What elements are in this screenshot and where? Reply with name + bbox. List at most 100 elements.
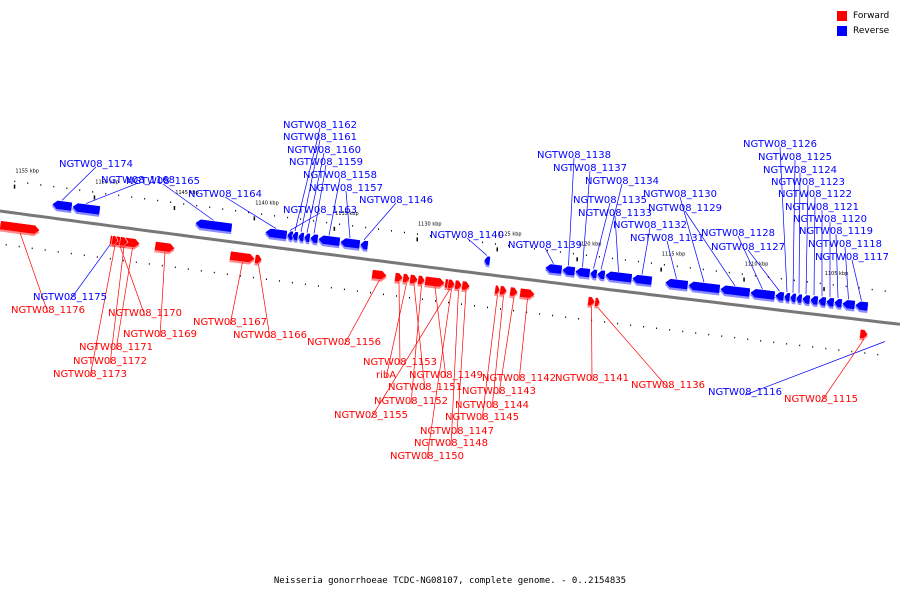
leader-ngtw08-1150 [426, 288, 452, 460]
label-ngtw08-1125: NGTW08_1125 [758, 152, 832, 163]
leader-ngtw08-1122 [813, 196, 816, 296]
tick-dot [40, 184, 42, 186]
tick-dot [877, 353, 879, 356]
tick-dot [474, 305, 475, 307]
gene-ngtw08-1158 [317, 234, 341, 247]
tick-dot [352, 225, 354, 227]
label-ngtw08-1147: NGTW08_1147 [420, 426, 494, 437]
gene-shadow [111, 237, 118, 247]
tick-marks: 1155 kbp 1150 kbp 1145 kbp 1140 kbp 1135 kbp… [5, 169, 886, 356]
gene-ngtw08-1138 [561, 265, 576, 277]
tick-dot [572, 252, 574, 255]
kbp-label: 1115 kbp [662, 252, 686, 258]
label-ngtw08-1158: NGTW08_1158 [303, 170, 377, 181]
tick-dot [356, 290, 358, 292]
label-ngtw08-1167: NGTW08_1167 [193, 317, 267, 328]
label-ngtw08-1136: NGTW08_1136 [631, 380, 705, 391]
legend: Forward Reverse [837, 8, 889, 38]
gene-shadow [817, 298, 827, 309]
gene-shadow [339, 239, 361, 251]
tick-dot [689, 267, 691, 269]
tick-dot [598, 256, 600, 258]
tick-dot [252, 276, 254, 279]
gene-ngtw08-1119 [833, 298, 843, 309]
tick-dot [799, 344, 801, 347]
leader-ngtw08-1142 [518, 298, 528, 382]
tick-dot [18, 245, 20, 248]
kbp-tick [416, 237, 418, 242]
gene-ngtw08-1174 [51, 199, 73, 212]
tick-dot [235, 210, 237, 212]
tick-dot [643, 326, 645, 328]
gene-ngtw08-1148 [454, 279, 463, 290]
tick-dot [70, 252, 72, 255]
leader-ngtw08-1130 [679, 196, 705, 283]
gene-ngtw08-1117 [854, 300, 869, 312]
tick-dot [806, 281, 808, 283]
label-ngtw08-1124: NGTW08_1124 [763, 165, 837, 176]
leader-ngtw08-1159 [313, 164, 327, 234]
gene-shadow [359, 242, 369, 252]
label-ngtw08-1129: NGTW08_1129 [648, 203, 722, 214]
gene-ngtw08-1133 [604, 270, 633, 284]
gene-ngtw08-1141 [587, 296, 596, 307]
kbp-tick [660, 267, 662, 272]
tick-dot [864, 352, 866, 354]
gene-ngtw08-1124 [795, 293, 803, 304]
tick-dot [239, 275, 241, 277]
tick-dot [508, 244, 509, 247]
tick-dot [630, 324, 632, 326]
gene-shadow [589, 271, 598, 281]
leader-ngtw08-1151 [413, 284, 426, 391]
tick-dot [248, 211, 250, 214]
tick-dot [66, 187, 68, 190]
tick-dot [786, 343, 788, 345]
tick-dot [832, 284, 834, 286]
tick-dot [884, 290, 886, 292]
label-ngtw08-1144: NGTW08_1144 [455, 400, 529, 411]
gene-ngtw08-1147 [461, 280, 471, 291]
gene-ngtw08-1144 [499, 285, 508, 296]
label-ngtw08-1134: NGTW08_1134 [585, 176, 659, 187]
gene-shadow [749, 290, 776, 303]
gene-ngtw08-1159 [309, 233, 319, 244]
kbp-label: 1125 kbp [498, 232, 522, 238]
tick-dot [79, 189, 81, 191]
gene-ngtw08-1129 [719, 284, 751, 298]
kbp-label: 1120 kbp [578, 241, 602, 247]
gene-shadow [825, 299, 835, 310]
tick-dot [500, 308, 501, 310]
label-ngtw08-1164: NGTW08_1164 [188, 189, 262, 200]
tick-dot [261, 213, 263, 215]
gene-shadow [254, 256, 262, 266]
gene-ngtw08-1153 [394, 272, 404, 283]
tick-dot [513, 309, 514, 312]
label-ngtw08-1148: NGTW08_1148 [414, 438, 488, 449]
label-ngtw08-1131: NGTW08_1131 [630, 233, 704, 244]
gene-shadow [194, 221, 233, 235]
gene-arrows [0, 199, 869, 341]
tick-dot [326, 221, 328, 224]
gene-shadow [303, 235, 311, 245]
tick-dot [585, 254, 587, 256]
leader-ngtw08-1128 [737, 235, 763, 290]
tick-dot [559, 251, 561, 253]
gene-ngtw08-1146 [359, 240, 369, 251]
gene-ngtw08-1131 [664, 278, 689, 290]
gene-shadow [574, 269, 591, 280]
tick-dot [669, 329, 671, 331]
leader-ngtw08-1117 [851, 259, 862, 301]
reverse-swatch [837, 25, 847, 36]
label-ngtw08-1128: NGTW08_1128 [701, 228, 775, 239]
gene-shadow [719, 287, 751, 300]
tick-dot [157, 199, 159, 202]
gene-ngtw08-1120 [825, 297, 835, 308]
gene-ngtw08-1152 [417, 274, 426, 285]
tick-dot [422, 298, 423, 300]
label-ngtw08-1146: NGTW08_1146 [359, 195, 433, 206]
tick-dot [304, 283, 306, 286]
tick-dot [456, 238, 457, 240]
tick-dot [767, 276, 769, 278]
label-ngtw08-1170: NGTW08_1170 [108, 308, 182, 319]
tick-dot [487, 306, 488, 309]
